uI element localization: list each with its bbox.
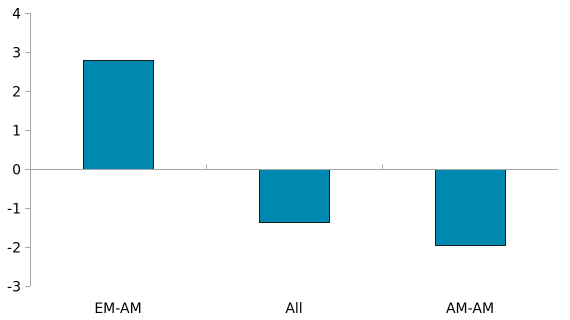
y-tick-label: 1	[12, 124, 21, 140]
y-tick-label: 4	[12, 7, 21, 23]
y-tick-label: 3	[12, 46, 21, 62]
x-axis-ticks: EM-AM All AM-AM	[94, 164, 494, 317]
bar-all	[259, 169, 330, 223]
y-tick-label: -2	[7, 241, 21, 257]
y-axis-ticks: -3 -2 -1 0 1 2 3 4	[7, 7, 30, 296]
bar-am-am	[435, 169, 506, 246]
y-tick-label: -1	[7, 202, 21, 218]
bars	[83, 60, 506, 246]
bar-em-am	[83, 60, 154, 170]
x-tick-label: All	[285, 301, 302, 317]
x-tick-label: EM-AM	[94, 301, 141, 317]
y-tick-label: 0	[12, 163, 21, 179]
x-tick-label: AM-AM	[446, 301, 494, 317]
y-tick-label: 2	[12, 85, 21, 101]
y-tick-label: -3	[7, 280, 21, 296]
